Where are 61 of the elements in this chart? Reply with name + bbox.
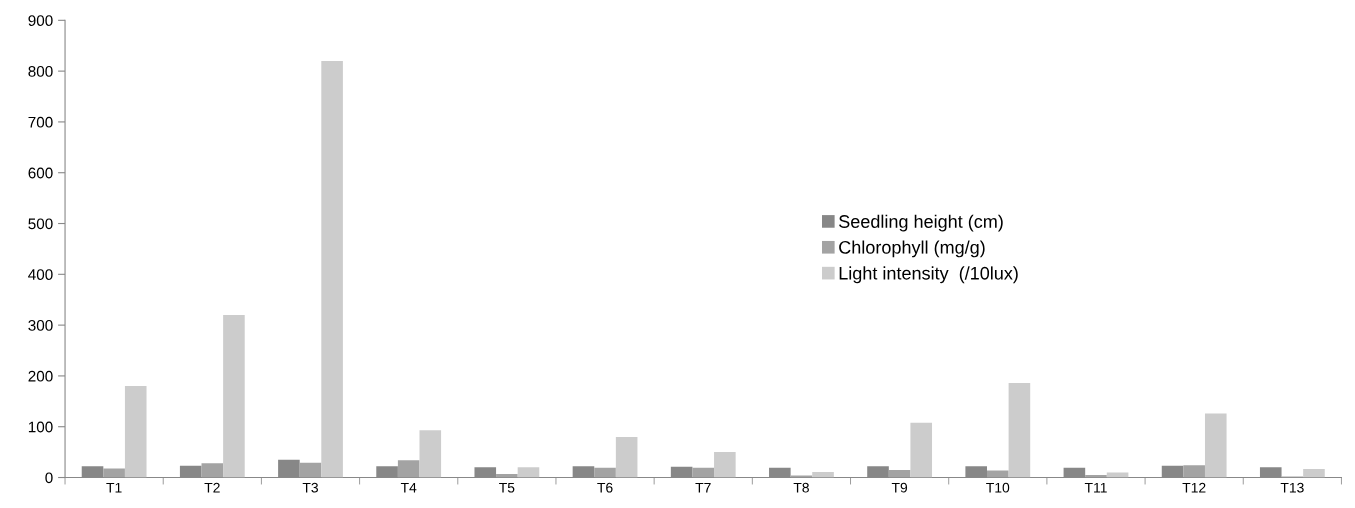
bar xyxy=(397,460,420,478)
bar xyxy=(1106,472,1129,478)
x-tick-label: T3 xyxy=(302,482,318,493)
bar xyxy=(223,314,245,478)
bar xyxy=(670,466,693,478)
bar xyxy=(299,462,322,478)
y-tick-label: 0 xyxy=(45,472,53,484)
bar xyxy=(419,430,442,478)
x-tick-label: T9 xyxy=(891,482,908,493)
x-tick-label: T4 xyxy=(400,482,417,493)
bar xyxy=(1063,467,1086,478)
legend-label: Light intensity (/10lux) xyxy=(839,266,1018,284)
y-tick-label: 500 xyxy=(28,218,53,230)
x-tick-label: T1 xyxy=(106,482,122,493)
bar xyxy=(201,463,224,478)
bar xyxy=(474,467,497,478)
bar xyxy=(1183,465,1205,478)
bar xyxy=(179,465,202,478)
bar xyxy=(867,466,889,478)
y-tick-label: 300 xyxy=(28,319,53,331)
bar xyxy=(769,467,791,478)
bar xyxy=(1259,467,1282,478)
bar xyxy=(987,470,1009,478)
x-tick-label: T2 xyxy=(204,482,220,493)
bar xyxy=(1161,465,1184,478)
bar xyxy=(594,467,616,478)
bar xyxy=(81,466,104,478)
bar xyxy=(124,386,147,478)
x-tick-label: T7 xyxy=(695,482,711,493)
bar xyxy=(517,467,540,478)
legend-label: Seedling height (cm) xyxy=(839,214,1003,232)
y-tick-label: 900 xyxy=(28,15,53,27)
x-tick-label: T11 xyxy=(1084,482,1107,493)
bar xyxy=(103,468,125,478)
bar xyxy=(790,475,813,478)
y-tick-label: 600 xyxy=(28,167,53,179)
y-tick-label: 400 xyxy=(28,269,53,281)
bar xyxy=(376,466,398,478)
x-tick-label: T5 xyxy=(499,482,515,493)
bar xyxy=(572,466,595,478)
bar xyxy=(321,60,343,478)
bar xyxy=(278,459,300,478)
x-tick-label: T12 xyxy=(1182,482,1206,493)
y-tick-label: 100 xyxy=(28,421,53,433)
bar xyxy=(615,436,638,478)
y-tick-label: 700 xyxy=(28,116,53,128)
bar xyxy=(965,466,987,478)
x-tick-label: T13 xyxy=(1280,482,1304,493)
bar xyxy=(910,422,933,478)
x-tick-label: T6 xyxy=(597,482,613,493)
legend-label: Chlorophyll (mg/g) xyxy=(839,240,985,258)
bar xyxy=(1204,413,1227,478)
bar xyxy=(692,467,715,478)
bar xyxy=(812,471,834,478)
bar xyxy=(1008,383,1031,478)
x-tick-label: T8 xyxy=(793,482,809,493)
y-tick-label: 800 xyxy=(28,65,53,77)
y-tick-label: 200 xyxy=(28,370,53,382)
x-tick-label: T10 xyxy=(986,482,1010,493)
bar xyxy=(1303,468,1325,478)
bar xyxy=(714,452,736,478)
